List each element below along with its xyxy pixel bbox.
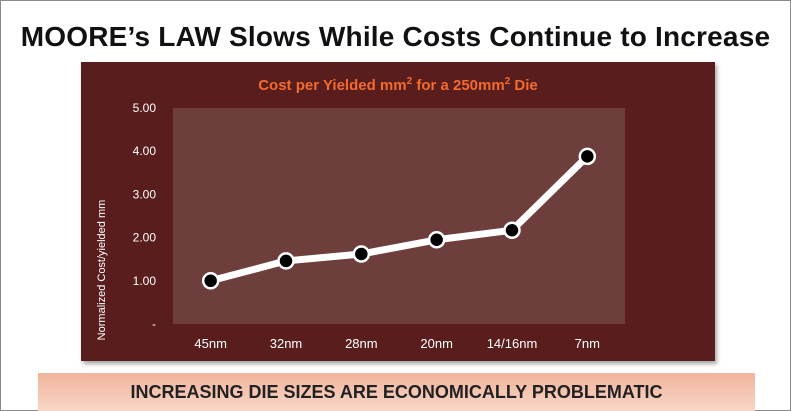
- x-tick-label: 14/16nm: [487, 336, 538, 351]
- data-point: [503, 221, 521, 240]
- data-point: [578, 147, 597, 166]
- series-line: [207, 152, 591, 285]
- data-point: [201, 272, 220, 290]
- x-tick-label: 28nm: [345, 336, 378, 351]
- chart-title-part-2: for a 250mm: [412, 77, 505, 94]
- chart-title: Cost per Yielded mm2 for a 250mm2 Die: [81, 76, 715, 94]
- data-point: [427, 231, 446, 249]
- x-tick-label: 20nm: [420, 336, 453, 351]
- line-chart: - 1.00 2.00 3.00 4.00 5.00 45nm 32nm 28nm 20nm 14/…: [133, 101, 625, 351]
- y-tick-label: -: [152, 317, 156, 331]
- y-tick-label: 3.00: [133, 187, 157, 201]
- data-point: [352, 245, 371, 263]
- plot-area: [173, 108, 625, 324]
- data-point: [277, 252, 295, 270]
- x-tick-label: 45nm: [194, 336, 227, 351]
- chart-title-superscript-1: 2: [406, 76, 413, 87]
- y-tick-label: 2.00: [133, 231, 157, 245]
- y-tick-label: 5.00: [133, 101, 157, 115]
- chart-title-part-1: Cost per Yielded mm: [258, 77, 407, 94]
- chart-title-part-3: Die: [510, 77, 538, 94]
- y-tick-label: 4.00: [133, 144, 157, 158]
- slide-title: MOORE’s LAW Slows While Costs Continue t…: [20, 21, 771, 52]
- bottom-banner: INCREASING DIE SIZES ARE ECONOMICALLY PR…: [38, 373, 755, 411]
- x-tick-label: 32nm: [270, 336, 303, 351]
- x-tick-label: 7nm: [575, 336, 600, 351]
- y-tick-label: 1.00: [133, 274, 157, 288]
- chart-title-superscript-2: 2: [504, 76, 511, 87]
- banner-text: INCREASING DIE SIZES ARE ECONOMICALLY PR…: [130, 382, 663, 402]
- chart-panel: Cost per Yielded mm2 for a 250mm2 Die No…: [81, 62, 715, 361]
